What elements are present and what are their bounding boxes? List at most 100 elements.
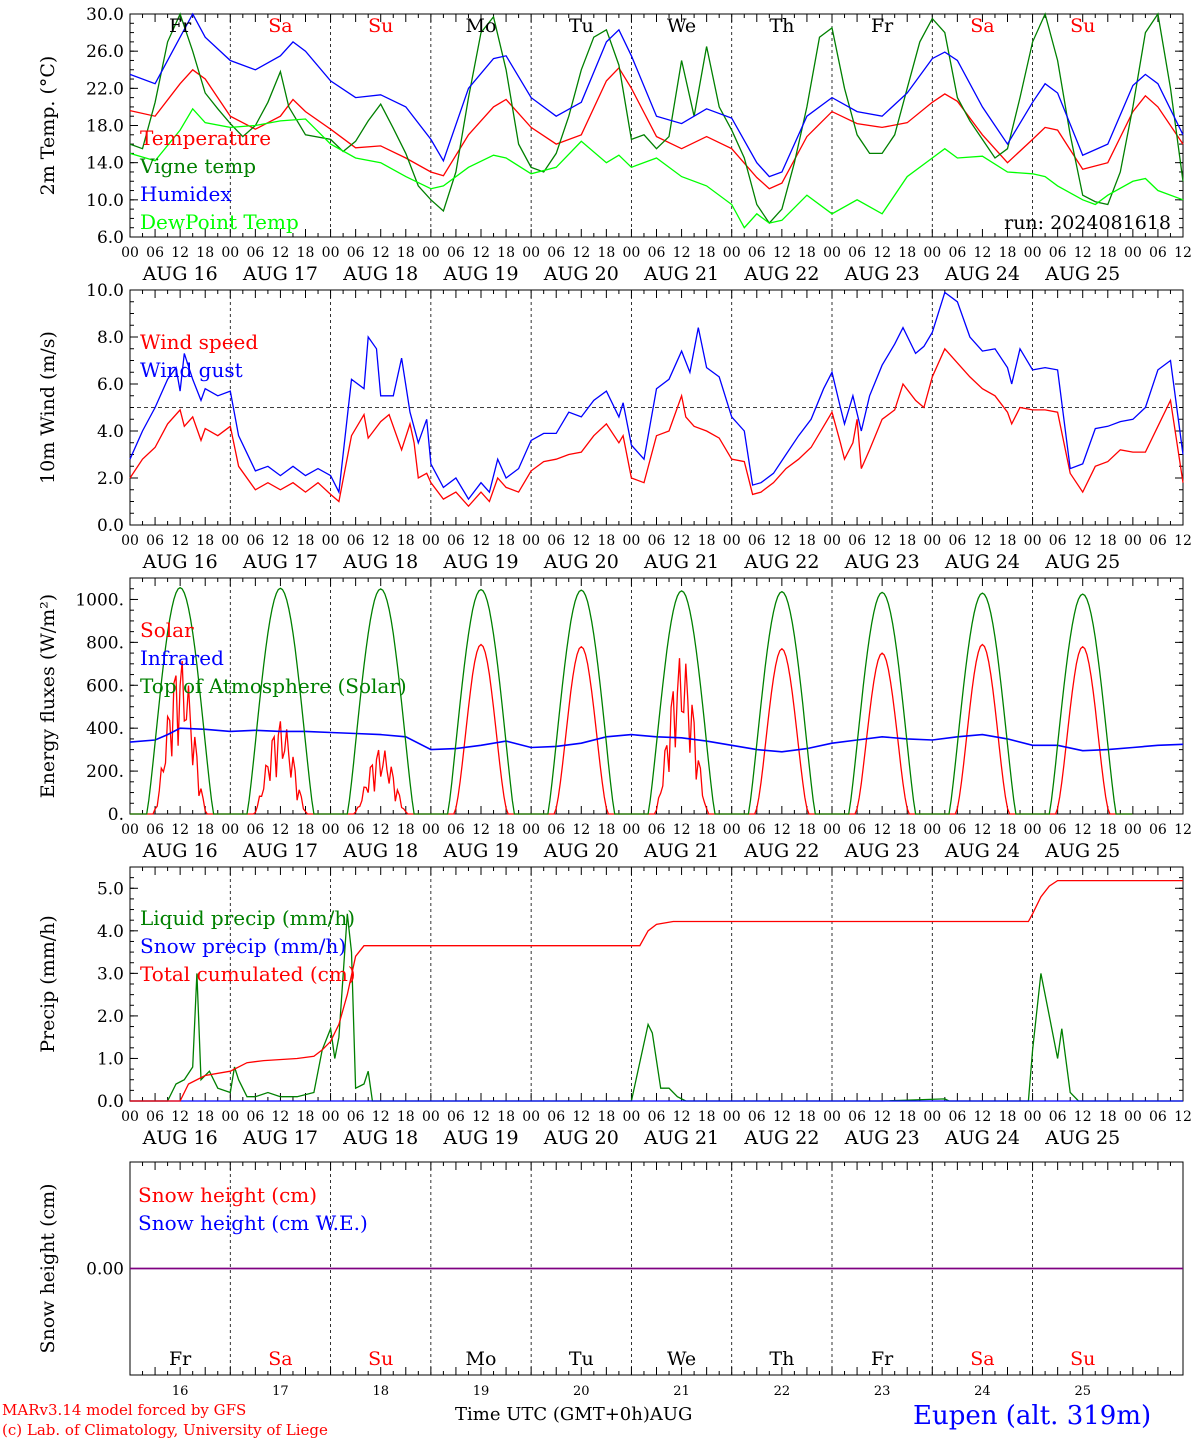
hour-label: 00 — [1024, 245, 1042, 261]
hour-label: 00 — [522, 822, 540, 838]
hour-label: 12 — [171, 533, 189, 549]
hour-label: 00 — [422, 822, 440, 838]
hour-label: 06 — [447, 1109, 465, 1125]
day-number-label: 20 — [573, 1384, 590, 1399]
hour-label: 06 — [447, 245, 465, 261]
hour-label: 06 — [547, 822, 565, 838]
legend-entry: Top of Atmosphere (Solar) — [140, 674, 407, 698]
hour-label: 12 — [472, 245, 490, 261]
hour-label: 18 — [898, 533, 916, 549]
weekday-label: Sa — [970, 15, 994, 37]
date-label: AUG 19 — [442, 1127, 518, 1149]
legend-entry: Liquid precip (mm/h) — [140, 906, 355, 930]
y-tick-label: 800. — [86, 633, 124, 653]
legend-entry: Total cumulated (cm) — [140, 962, 356, 986]
hour-label: 18 — [698, 245, 716, 261]
hour-label: 00 — [723, 822, 741, 838]
hour-label: 00 — [422, 245, 440, 261]
hour-label: 00 — [723, 1109, 741, 1125]
hour-label: 12 — [873, 1109, 891, 1125]
hour-label: 00 — [221, 1109, 239, 1125]
hour-label: 06 — [1049, 1109, 1067, 1125]
weekday-label: Su — [1070, 15, 1095, 37]
hour-label: 06 — [547, 245, 565, 261]
hour-label: 00 — [823, 533, 841, 549]
y-tick-label: 0.0 — [97, 516, 124, 536]
hour-label: 06 — [748, 245, 766, 261]
hour-label: 18 — [497, 533, 515, 549]
hour-label: 18 — [397, 533, 415, 549]
legend-entry: Wind gust — [140, 358, 243, 382]
hour-label: 00 — [522, 245, 540, 261]
hour-label: 06 — [1149, 822, 1167, 838]
date-label: AUG 18 — [342, 1127, 418, 1149]
hour-label: 06 — [948, 533, 966, 549]
hour-label: 12 — [372, 822, 390, 838]
hour-label: 06 — [948, 822, 966, 838]
hour-label: 00 — [723, 533, 741, 549]
hour-label: 06 — [146, 245, 164, 261]
date-label: AUG 17 — [242, 551, 318, 573]
hour-label: 18 — [297, 533, 315, 549]
weekday-label: Mo — [466, 1348, 497, 1370]
date-label: AUG 23 — [844, 1127, 920, 1149]
hour-label: 06 — [1049, 822, 1067, 838]
hour-label: 12 — [572, 1109, 590, 1125]
model-credit-line-1: MARv3.14 model forced by GFS — [2, 1401, 247, 1419]
hour-label: 18 — [798, 533, 816, 549]
hour-label: 12 — [974, 533, 992, 549]
date-label: AUG 24 — [944, 1127, 1020, 1149]
hour-label: 06 — [347, 245, 365, 261]
liquid-precip-mm-h-line — [130, 913, 1183, 1102]
y-tick-label: 14.0 — [86, 154, 124, 174]
x-axis-title: Time UTC (GMT+0h)AUG — [455, 1404, 692, 1425]
hour-label: 12 — [472, 1109, 490, 1125]
date-label: AUG 18 — [342, 551, 418, 573]
hour-label: 00 — [923, 245, 941, 261]
hour-label: 00 — [322, 1109, 340, 1125]
weekday-label: Sa — [970, 1348, 994, 1370]
weekday-label: Th — [769, 15, 794, 37]
date-label: AUG 20 — [543, 1127, 619, 1149]
hour-label: 18 — [597, 245, 615, 261]
hour-label: 00 — [221, 533, 239, 549]
hour-label: 06 — [848, 1109, 866, 1125]
date-label: AUG 23 — [844, 551, 920, 573]
hour-label: 06 — [748, 1109, 766, 1125]
hour-label: 12 — [1074, 822, 1092, 838]
hour-label: 00 — [823, 1109, 841, 1125]
hour-label: 18 — [297, 822, 315, 838]
hour-label: 06 — [447, 533, 465, 549]
hour-label: 00 — [623, 245, 641, 261]
hour-label: 12 — [1174, 1109, 1192, 1125]
y-tick-label: 600. — [86, 676, 124, 696]
hour-label: 18 — [1099, 245, 1117, 261]
legend-entry: Wind speed — [140, 330, 258, 354]
date-label: AUG 21 — [643, 551, 719, 573]
infrared-line — [129, 727, 1184, 753]
weekday-label: Tu — [569, 1348, 594, 1370]
y-axis-label: 2m Temp. (°C) — [37, 56, 59, 196]
hour-label: 12 — [171, 1109, 189, 1125]
hour-label: 18 — [297, 1109, 315, 1125]
hour-label: 18 — [798, 1109, 816, 1125]
hour-label: 12 — [974, 245, 992, 261]
hour-label: 12 — [372, 533, 390, 549]
date-label: AUG 22 — [743, 1127, 819, 1149]
date-label: AUG 17 — [242, 1127, 318, 1149]
hour-label: 06 — [1149, 1109, 1167, 1125]
y-tick-label: 18.0 — [86, 117, 124, 137]
y-tick-label: 26.0 — [86, 42, 124, 62]
hour-label: 12 — [873, 533, 891, 549]
weekday-label: Fr — [169, 15, 192, 37]
y-tick-label: 6.0 — [97, 228, 124, 248]
hour-label: 12 — [372, 245, 390, 261]
hour-label: 06 — [246, 245, 264, 261]
day-number-label: 16 — [172, 1384, 189, 1399]
hour-label: 00 — [121, 533, 139, 549]
hour-label: 18 — [1099, 822, 1117, 838]
hour-label: 12 — [1074, 245, 1092, 261]
y-tick-label: 3.0 — [97, 964, 124, 984]
hour-label: 00 — [322, 533, 340, 549]
date-label: AUG 18 — [342, 840, 418, 862]
